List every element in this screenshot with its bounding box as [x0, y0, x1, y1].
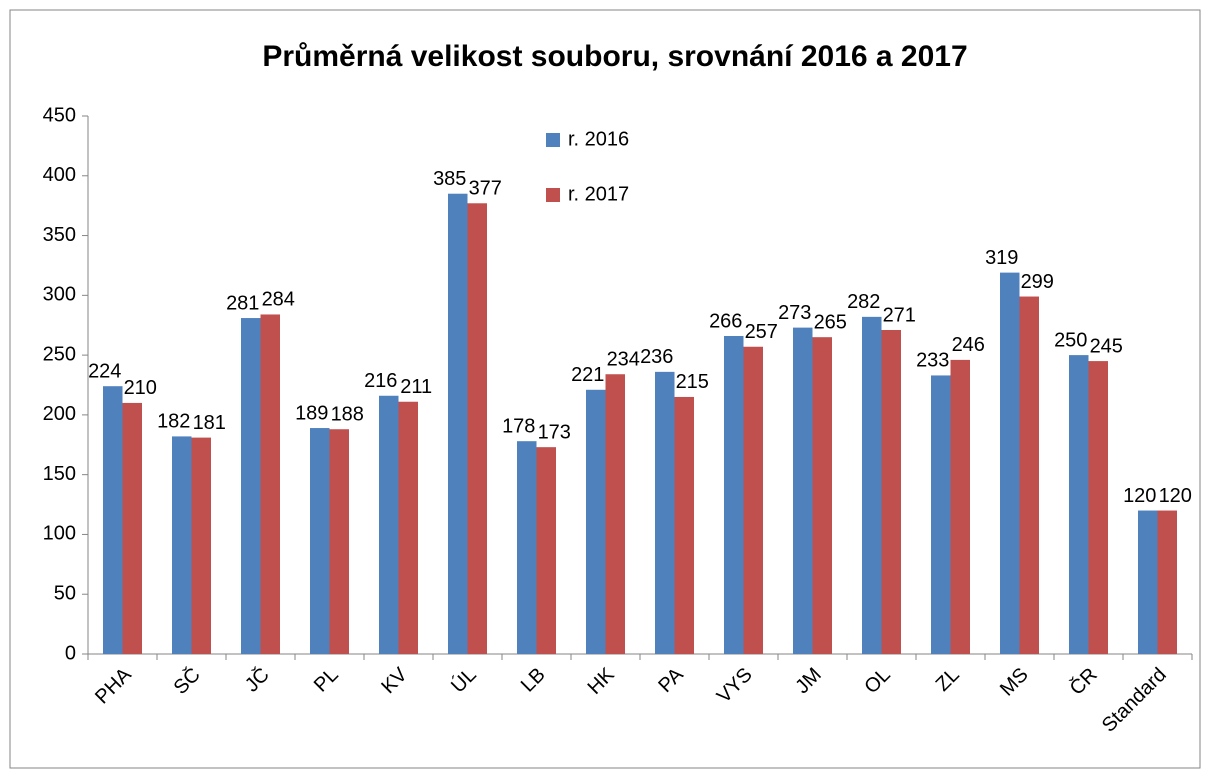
legend-swatch [546, 133, 560, 147]
legend-label: r. 2017 [568, 183, 629, 205]
value-label: 182 [157, 411, 190, 433]
bar [467, 203, 487, 654]
bar [812, 337, 832, 654]
bar [862, 316, 882, 654]
bar [674, 396, 694, 654]
bar [1019, 296, 1039, 654]
y-tick-label: 200 [43, 403, 76, 425]
value-label: 189 [295, 402, 328, 424]
bar [724, 335, 744, 654]
bar [931, 375, 951, 654]
value-label: 266 [709, 310, 742, 332]
bar [310, 428, 330, 654]
bar [172, 436, 192, 654]
bar [122, 402, 142, 654]
value-label: 120 [1123, 485, 1156, 507]
value-label: 211 [400, 376, 432, 398]
y-tick-label: 150 [43, 463, 76, 485]
value-label: 234 [607, 349, 640, 371]
value-label: 299 [1021, 271, 1054, 293]
bar [793, 327, 813, 654]
y-tick-label: 300 [43, 284, 76, 306]
value-label: 221 [571, 364, 604, 386]
bar [398, 401, 418, 654]
bar [586, 389, 606, 654]
value-label: 178 [502, 415, 535, 437]
bar [241, 318, 261, 654]
bar [379, 395, 399, 654]
bar [191, 437, 211, 654]
value-label: 181 [193, 412, 226, 434]
legend-swatch [546, 188, 560, 202]
value-label: 377 [469, 178, 502, 200]
bar [950, 359, 970, 654]
bar [1138, 510, 1158, 654]
legend-label: r. 2016 [568, 128, 629, 150]
value-label: 281 [226, 292, 259, 314]
value-label: 284 [262, 289, 295, 311]
y-tick-label: 350 [43, 224, 76, 246]
value-label: 273 [778, 302, 811, 324]
y-tick-label: 250 [43, 343, 76, 365]
value-label: 246 [952, 334, 985, 356]
value-label: 236 [640, 346, 673, 368]
bar [655, 371, 675, 654]
value-label: 385 [433, 168, 466, 190]
value-label: 257 [745, 321, 778, 343]
bar [448, 193, 468, 654]
y-tick-label: 100 [43, 523, 76, 545]
value-label: 216 [364, 370, 397, 392]
bar [1069, 355, 1089, 654]
bar [536, 447, 556, 654]
value-label: 215 [676, 371, 709, 393]
value-label: 265 [814, 311, 847, 333]
value-label: 233 [916, 350, 949, 372]
bar [1088, 361, 1108, 654]
bar [743, 346, 763, 654]
y-tick-label: 450 [43, 104, 76, 126]
value-label: 282 [847, 291, 880, 313]
value-label: 188 [331, 404, 364, 426]
bar [517, 441, 537, 654]
value-label: 210 [124, 377, 157, 399]
bar [103, 386, 123, 654]
chart-title: Průměrná velikost souboru, srovnání 2016… [262, 40, 967, 73]
bar [260, 314, 280, 654]
value-label: 173 [538, 421, 571, 443]
y-tick-label: 50 [54, 583, 76, 605]
y-tick-label: 400 [43, 164, 76, 186]
bar [881, 330, 901, 654]
value-label: 271 [883, 304, 916, 326]
y-tick-label: 0 [65, 642, 76, 664]
bar [605, 374, 625, 654]
bar [1000, 272, 1020, 654]
value-label: 224 [88, 360, 121, 382]
value-label: 250 [1054, 329, 1087, 351]
bar [329, 429, 349, 654]
value-label: 245 [1090, 335, 1123, 357]
bar [1157, 510, 1177, 654]
value-label: 120 [1159, 485, 1192, 507]
value-label: 319 [985, 247, 1018, 269]
